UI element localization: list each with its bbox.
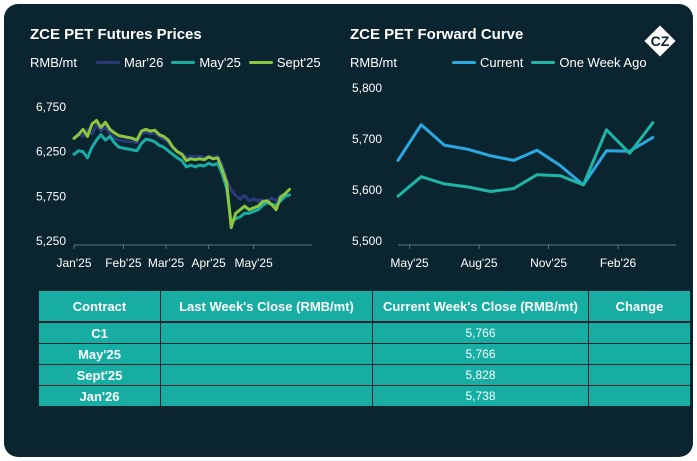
x-tick-label: May'25	[234, 256, 273, 270]
series-line-week-ago	[396, 121, 655, 198]
cell-contract: Sept'25	[38, 364, 161, 386]
cell-current: 5,766	[372, 321, 589, 344]
legend-label-may25: May'25	[199, 55, 241, 70]
y-tick-label: 5,750	[36, 189, 66, 203]
left-chart-legend: Mar'26 May'25 Sept'25	[88, 55, 321, 70]
legend-label-week-ago: One Week Ago	[559, 55, 647, 70]
right-chart-legend: Current One Week Ago	[444, 55, 647, 70]
cell-current: 5,766	[372, 343, 589, 365]
cell-change	[588, 343, 691, 365]
header-contract: Contract	[38, 290, 161, 323]
header-change: Change	[588, 290, 691, 323]
legend-swatch-week-ago	[531, 61, 556, 64]
series-line-current	[396, 123, 655, 187]
right-chart-unit: RMB/mt	[350, 55, 397, 70]
x-tick-label: May'25	[390, 256, 429, 270]
cell-contract: Jan'26	[38, 385, 161, 407]
cell-last	[160, 364, 373, 386]
x-tick-label: Feb'25	[105, 256, 142, 270]
legend-label-sept25: Sept'25	[276, 55, 321, 70]
legend-swatch-sept25	[248, 61, 273, 64]
table-row: C1 5,766	[38, 321, 691, 344]
x-tick-label: Feb'26	[600, 256, 637, 270]
x-tick-label: Apr'25	[192, 256, 227, 270]
y-tick-label: 6,750	[36, 100, 66, 114]
cell-last	[160, 321, 373, 344]
dashboard-card: ZCE PET Futures Prices RMB/mt Mar'26 May…	[4, 4, 693, 457]
header-last-week-close: Last Week's Close (RMB/mt)	[160, 290, 373, 323]
y-tick-label: 6,250	[36, 145, 66, 159]
futures-prices-chart: 5,250 5,750 6,250 6,750 Jan'25 Feb'25 Mar'25 Ap…	[36, 81, 676, 270]
x-tick-label: Jan'25	[57, 256, 92, 270]
legend-swatch-may25	[171, 61, 196, 64]
table-row: Sept'25 5,828	[38, 364, 691, 386]
table-header-row: Contract Last Week's Close (RMB/mt) Curr…	[38, 290, 691, 323]
cell-last	[160, 343, 373, 365]
series-line-may25	[72, 133, 291, 224]
cell-last	[160, 385, 373, 407]
y-tick-label: 5,500	[352, 234, 382, 248]
right-chart-title: ZCE PET Forward Curve	[350, 26, 524, 43]
header-current-week-close: Current Week's Close (RMB/mt)	[372, 290, 589, 323]
table-row: Jan'26 5,738	[38, 385, 691, 407]
left-chart-unit: RMB/mt	[30, 55, 77, 70]
y-tick-label: 5,800	[352, 81, 382, 95]
cell-change	[588, 321, 691, 344]
svg-text:CZ: CZ	[651, 33, 670, 49]
cell-current: 5,738	[372, 385, 589, 407]
series-line-sept25	[72, 118, 291, 230]
y-tick-label: 5,700	[352, 132, 382, 146]
cell-current: 5,828	[372, 364, 589, 386]
x-tick-label: Nov'25	[530, 256, 567, 270]
cell-change	[588, 364, 691, 386]
y-tick-label: 5,600	[352, 183, 382, 197]
table-row: May'25 5,766	[38, 343, 691, 365]
legend-swatch-current	[452, 61, 476, 64]
legend-swatch-mar26	[96, 61, 120, 64]
closes-table: Contract Last Week's Close (RMB/mt) Curr…	[38, 290, 691, 407]
cell-contract: May'25	[38, 343, 161, 365]
x-tick-label: Aug'25	[461, 256, 498, 270]
y-tick-label: 5,250	[36, 234, 66, 248]
x-tick-label: Mar'25	[148, 256, 185, 270]
cz-logo-icon: CZ	[644, 25, 676, 57]
legend-label-current: Current	[480, 55, 524, 70]
legend-label-mar26: Mar'26	[124, 55, 164, 70]
left-chart-title: ZCE PET Futures Prices	[30, 26, 202, 43]
cell-change	[588, 385, 691, 407]
cell-contract: C1	[38, 321, 161, 344]
